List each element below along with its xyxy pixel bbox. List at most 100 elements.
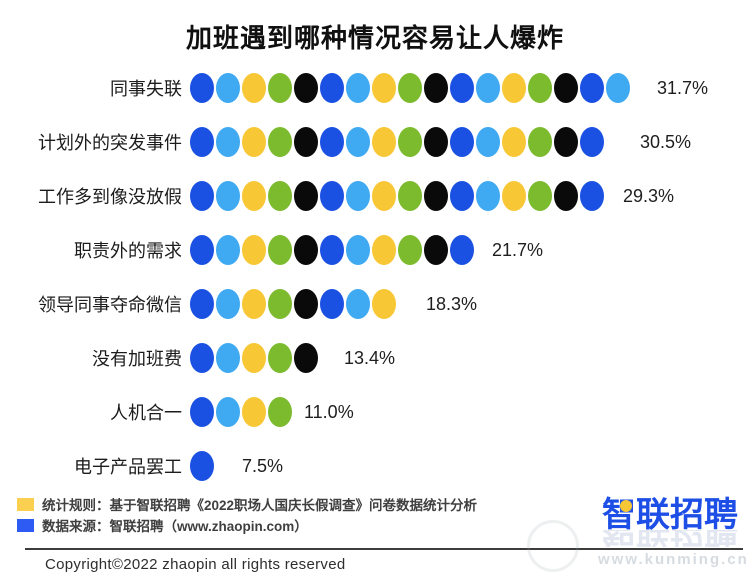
bar-dot <box>476 181 500 211</box>
bar-dot <box>450 181 474 211</box>
dot-bar <box>190 451 232 481</box>
value-label: 21.7% <box>492 239 544 260</box>
category-label: 计划外的突发事件 <box>38 133 182 153</box>
bar-dot <box>268 127 292 157</box>
category-label: 没有加班费 <box>92 349 182 369</box>
chart-row: 职责外的需求 21.7% <box>0 235 543 265</box>
bar-dot <box>216 397 240 427</box>
bar-dot <box>346 181 370 211</box>
bar-dot <box>190 73 214 103</box>
bar-dot <box>216 289 240 319</box>
copyright-text: Copyright©2022 zhaopin all rights reserv… <box>45 556 346 573</box>
bar-dot <box>190 127 214 157</box>
bar-dot <box>554 181 578 211</box>
bar-dot <box>372 235 396 265</box>
bar-dot <box>242 343 266 373</box>
bar-dot <box>320 289 344 319</box>
bar-dot <box>606 73 630 103</box>
bar-dot <box>294 289 318 319</box>
category-label: 领导同事夺命微信 <box>38 295 182 315</box>
bar-dot-partial <box>606 181 611 211</box>
bar-dot <box>216 73 240 103</box>
bar-dot <box>268 397 292 427</box>
bar-dot <box>320 181 344 211</box>
bar-dot <box>294 73 318 103</box>
bar-dot-partial <box>398 289 414 319</box>
chart-row: 人机合一 11.0% <box>0 397 354 427</box>
value-label: 31.7% <box>657 77 709 98</box>
bar-dot <box>372 289 396 319</box>
bar-dot <box>424 181 448 211</box>
value-label: 30.5% <box>640 131 692 152</box>
yellow-swatch <box>17 497 34 511</box>
chart-title: 加班遇到哪种情况容易让人爆炸 <box>185 23 564 53</box>
bar-dot <box>294 235 318 265</box>
bar-dot-partial <box>606 127 628 157</box>
bar-dot <box>554 127 578 157</box>
dot-bar <box>190 289 416 319</box>
bar-dot <box>450 235 474 265</box>
bar-dot <box>190 235 214 265</box>
bar-dot <box>398 73 422 103</box>
category-label: 同事失联 <box>110 79 182 99</box>
bar-dot <box>242 127 266 157</box>
bar-dot <box>190 289 214 319</box>
bar-dot <box>424 127 448 157</box>
bar-dot <box>242 397 266 427</box>
dot-bar <box>190 127 630 157</box>
bar-dot <box>554 73 578 103</box>
bar-dot <box>320 73 344 103</box>
bar-dot <box>372 127 396 157</box>
chart-row: 计划外的突发事件 30.5% <box>0 127 691 157</box>
blue-swatch <box>17 518 34 532</box>
bar-dot <box>450 73 474 103</box>
dot-bar <box>190 397 294 427</box>
bar-dot <box>190 451 214 481</box>
bar-dot <box>268 235 292 265</box>
bar-dot <box>372 73 396 103</box>
bar-dot <box>268 289 292 319</box>
value-label: 11.0% <box>304 401 354 422</box>
bar-dot-partial <box>632 73 645 103</box>
bar-dot <box>242 181 266 211</box>
bar-dot <box>580 127 604 157</box>
bar-dot <box>372 181 396 211</box>
note-row-source: 数据来源：智联招聘（www.zhaopin.com） <box>17 515 477 535</box>
bar-dot <box>398 127 422 157</box>
bar-dot-partial <box>320 343 332 373</box>
bar-dot <box>216 343 240 373</box>
note-rules-text: 统计规则：基于智联招聘《2022职场人国庆长假调查》问卷数据统计分析 <box>42 498 478 513</box>
category-label: 人机合一 <box>110 403 182 423</box>
value-label: 18.3% <box>426 293 478 314</box>
category-label: 职责外的需求 <box>74 241 182 261</box>
bar-dot <box>268 73 292 103</box>
note-source-text: 数据来源：智联招聘（www.zhaopin.com） <box>42 519 308 534</box>
bar-dot <box>346 289 370 319</box>
bar-dot <box>528 181 552 211</box>
bar-dot <box>528 73 552 103</box>
bar-dot <box>476 73 500 103</box>
value-label: 13.4% <box>344 347 396 368</box>
bar-dot <box>528 127 552 157</box>
bar-dot <box>424 73 448 103</box>
bar-dot <box>268 343 292 373</box>
bar-dot <box>294 181 318 211</box>
bar-dot <box>398 235 422 265</box>
bar-dot <box>190 397 214 427</box>
chart-row: 同事失联 31.7% <box>0 73 708 103</box>
bar-dot <box>476 127 500 157</box>
bar-dot <box>398 181 422 211</box>
bar-dot-partial <box>476 235 480 265</box>
bar-dot <box>216 181 240 211</box>
bar-dot <box>242 289 266 319</box>
bar-dot <box>216 127 240 157</box>
bar-dot <box>242 235 266 265</box>
source-notes: 统计规则：基于智联招聘《2022职场人国庆长假调查》问卷数据统计分析 数据来源：… <box>17 494 477 536</box>
bar-dot <box>502 127 526 157</box>
footer-divider <box>25 548 743 550</box>
bar-dot <box>294 343 318 373</box>
bar-dot <box>502 73 526 103</box>
category-label: 电子产品罢工 <box>74 457 182 477</box>
chart-row: 没有加班费 13.4% <box>0 343 395 373</box>
